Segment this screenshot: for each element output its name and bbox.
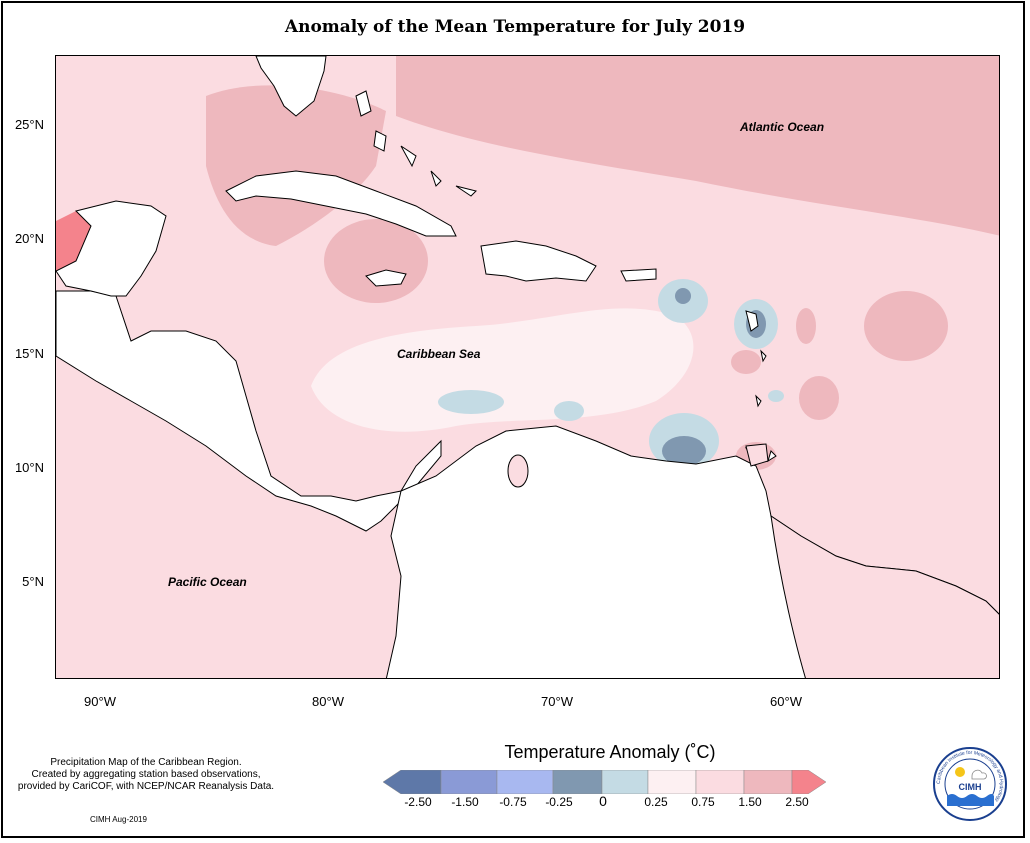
legend-swatch-1	[440, 770, 498, 794]
central-caribbean-light	[311, 308, 694, 432]
anomaly-map	[56, 56, 999, 678]
cimh-logo: CIMH Caribbean Institute for Meteorology…	[933, 747, 1007, 821]
warm-blob-5	[731, 350, 761, 374]
cool-spot-3	[438, 390, 504, 414]
east-warm-blob	[864, 291, 948, 361]
legend-label-0: -2.50	[404, 795, 432, 809]
legend-swatch-5	[647, 770, 697, 794]
florida-land	[255, 56, 327, 117]
legend-swatch-4	[601, 770, 649, 794]
legend-label-5: 0.25	[644, 795, 668, 809]
atlantic-ocean-label: Atlantic Ocean	[740, 120, 825, 134]
credit-line-1: Precipitation Map of the Caribbean Regio…	[50, 757, 242, 768]
logo-text: CIMH	[959, 782, 982, 792]
lon-tick-90w: 90°W	[84, 694, 116, 709]
gulf-warm-patch	[206, 85, 386, 246]
legend-label-6: 0.75	[691, 795, 715, 809]
map-title: Anomaly of the Mean Temperature for July…	[284, 17, 746, 37]
legend-swatch-2	[496, 770, 554, 794]
legend-label-2: -0.75	[499, 795, 527, 809]
hispaniola-land	[480, 240, 597, 282]
credit-line-3: provided by CariCOF, with NCEP/NCAR Rean…	[17, 781, 275, 792]
legend-label-4: 0	[599, 793, 607, 809]
lat-tick-20n: 20°N	[14, 231, 44, 246]
sun-icon	[955, 767, 965, 777]
legend-swatch-7	[743, 770, 793, 794]
bahamas-land	[355, 90, 477, 197]
yucatan-hot-patch	[56, 211, 91, 271]
atlantic-warm-band	[396, 56, 999, 236]
legend-label-1: -1.50	[451, 795, 479, 809]
puerto-rico-land	[620, 268, 657, 282]
lon-tick-60w: 60°W	[770, 694, 802, 709]
jamaica-warm-patch	[324, 219, 428, 303]
wave-icon	[947, 794, 994, 806]
cuba-land	[225, 170, 457, 237]
credit-text: Precipitation Map of the Caribbean Regio…	[4, 757, 288, 793]
credit-date: CIMH Aug-2019	[90, 815, 147, 824]
lat-tick-10n: 10°N	[14, 460, 44, 475]
legend-swatch-8	[791, 770, 827, 794]
legend-title: Temperature Anomaly (˚C)	[504, 742, 716, 762]
pacific-ocean-label: Pacific Ocean	[168, 575, 247, 589]
lake-maracaibo	[507, 454, 529, 488]
map-panel	[55, 55, 1000, 679]
warm-blob-2	[796, 308, 816, 344]
yucatan-land	[56, 200, 167, 297]
lesser-antilles-land	[744, 310, 777, 463]
cloud-icon	[971, 769, 987, 780]
jamaica-land	[365, 269, 407, 287]
credit-line-2: Created by aggregating station based obs…	[31, 769, 261, 780]
guianas-anomaly	[770, 514, 999, 678]
legend-label-7: 1.50	[738, 795, 762, 809]
cold-spot-5	[662, 436, 706, 466]
legend-label-8: 2.50	[785, 795, 809, 809]
legend-colorbar	[383, 770, 827, 794]
central-america-land	[56, 290, 442, 532]
legend-swatch-6	[695, 770, 745, 794]
legend-label-3: -0.25	[545, 795, 573, 809]
warm-blob-3	[799, 376, 839, 420]
legend-swatch-3	[552, 770, 603, 794]
lon-tick-80w: 80°W	[312, 694, 344, 709]
lat-tick-5n: 5°N	[22, 574, 44, 589]
trinidad-land	[745, 443, 769, 467]
legend-swatch-0	[383, 770, 442, 794]
cool-spot-6	[768, 390, 784, 402]
lon-tick-70w: 70°W	[541, 694, 573, 709]
lat-tick-15n: 15°N	[14, 346, 44, 361]
cool-spot-4	[554, 401, 584, 421]
cold-spot-1	[675, 288, 691, 304]
lat-tick-25n: 25°N	[14, 117, 44, 132]
caribbean-sea-label: Caribbean Sea	[397, 347, 481, 361]
